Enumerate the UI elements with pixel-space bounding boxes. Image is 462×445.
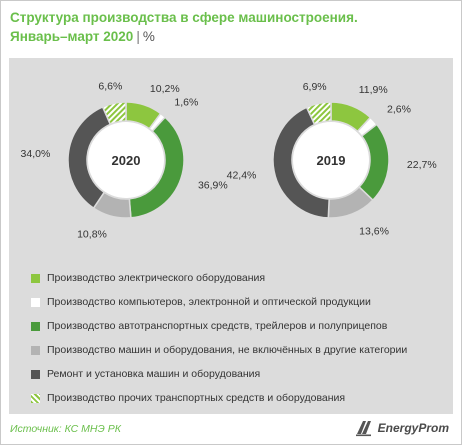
donut-slice-other-transport xyxy=(305,101,332,126)
separator: | xyxy=(136,29,140,44)
legend-swatch-repair xyxy=(31,369,40,379)
data-label-computers: 2,6% xyxy=(387,104,411,116)
donut-2020: 10,2%1,6% 36,9% 10,8% 34,0% 6,6% 2020 xyxy=(21,81,228,241)
donut-center-label: 2019 xyxy=(317,153,346,168)
data-label-other-transport: 6,6% xyxy=(98,81,122,93)
donut-slice-repair xyxy=(272,106,330,219)
chart-panel: 10,2% 1,6% 36,9% 10,8% 34,0% 6,6% 2020 11,9% 2,… xyxy=(9,58,453,414)
data-label-repair: 42,4% xyxy=(227,170,257,182)
legend-label: Производство электрического оборудования xyxy=(47,272,266,284)
period-label: Январь–март 2020 xyxy=(10,29,134,44)
legend-item-electrical: Производство электрического оборудования xyxy=(31,268,451,288)
legend-swatch-other-transport xyxy=(31,393,40,403)
legend-label: Ремонт и установка машин и оборудования xyxy=(47,368,261,380)
legend-item-other-transport: Производство прочих транспортных средств… xyxy=(31,388,451,408)
legend-label: Производство машин и оборудования, не вк… xyxy=(47,344,408,356)
legend-swatch-auto xyxy=(31,321,40,331)
legend-label: Производство компьютеров, электронной и … xyxy=(47,296,371,308)
data-label-other-transport: 6,9% xyxy=(303,81,327,93)
data-label-repair: 34,0% xyxy=(21,148,51,160)
data-label-computers: 1,6% xyxy=(174,96,198,108)
donut-hole xyxy=(293,122,369,198)
legend-swatch-computers xyxy=(31,297,40,307)
legend-label: Производство прочих транспортных средств… xyxy=(47,392,346,404)
legend: Производство электрического оборудования… xyxy=(31,268,451,412)
donut-center-label: 2020 xyxy=(112,153,141,168)
donut-2019: 11,9% 2,6% 22,7% 13,6% 42,4% 6,9% 2019 xyxy=(227,81,437,238)
footer: Источник: КС МНЭ РК EnergyProm xyxy=(1,414,461,444)
data-label-machines: 10,8% xyxy=(77,229,107,241)
brand-logo: EnergyProm xyxy=(354,419,449,437)
unit-label: % xyxy=(142,29,155,44)
chart-subtitle: Январь–март 2020 |% xyxy=(10,27,155,46)
data-label-electrical: 11,9% xyxy=(359,84,388,96)
data-label-electrical: 10,2% xyxy=(150,83,180,95)
brand-name: EnergyProm xyxy=(377,421,449,435)
data-label-machines: 13,6% xyxy=(359,226,389,238)
legend-swatch-machines xyxy=(31,345,40,355)
legend-item-computers: Производство компьютеров, электронной и … xyxy=(31,292,451,312)
source-note: Источник: КС МНЭ РК xyxy=(10,423,121,435)
legend-item-machines: Производство машин и оборудования, не вк… xyxy=(31,340,451,360)
chart-title: Структура производства в сфере машиностр… xyxy=(10,10,358,25)
legend-label: Производство автотранспортных средств, т… xyxy=(47,320,388,332)
data-label-auto: 36,9% xyxy=(198,179,228,191)
energyprom-logo-icon xyxy=(355,421,371,437)
donut-hole xyxy=(88,122,164,198)
data-label-auto: 22,7% xyxy=(407,159,437,171)
legend-swatch-electrical xyxy=(31,273,40,283)
donut-charts: 10,2%1,6% 36,9% 10,8% 34,0% 6,6% 2020 11,9% 2,… xyxy=(21,81,437,241)
donut-slice-other-transport xyxy=(101,101,127,126)
legend-item-auto: Производство автотранспортных средств, т… xyxy=(31,316,451,336)
legend-item-repair: Ремонт и установка машин и оборудования xyxy=(31,364,451,384)
